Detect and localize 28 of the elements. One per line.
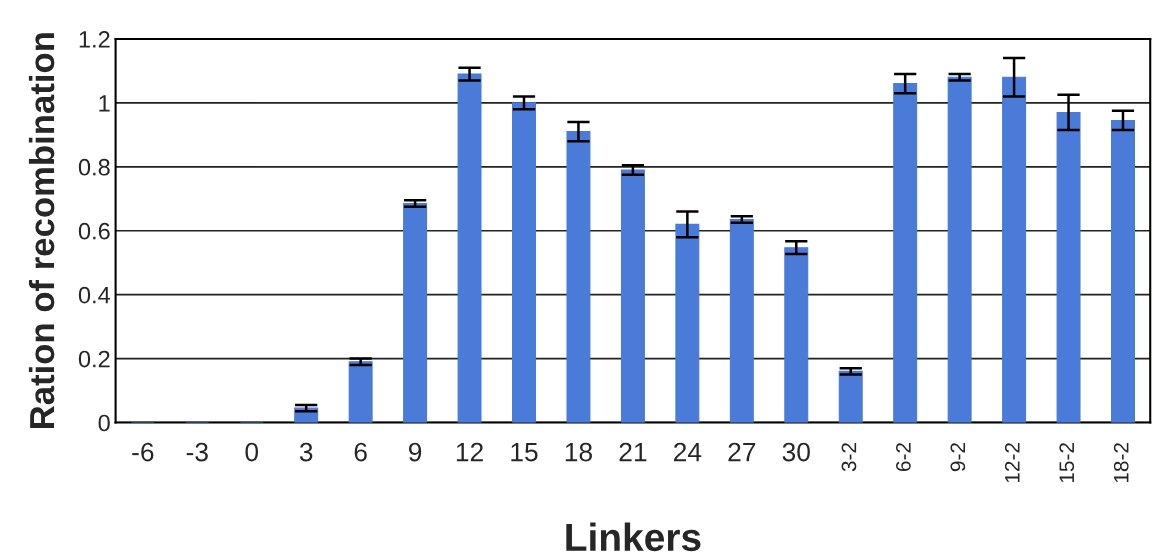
x-tick-label: 6 [354,442,367,462]
x-tick-label: -6 [132,442,154,462]
x-tick-label: 6-2 [896,443,911,472]
y-tick-label: 1 [99,95,110,112]
x-axis-title: Linkers [566,522,701,552]
x-tick-label: 3-2 [841,443,857,472]
y-tick-label: 0.6 [78,222,110,240]
x-tick-label: 15 [511,442,538,462]
x-tick-label: 9-2 [950,443,966,472]
y-tick-label: 0.4 [78,286,111,304]
y-tick-label: 0 [98,414,110,432]
x-tick-label: 15-2 [1059,443,1075,483]
y-tick-label: 0.2 [78,350,110,368]
y-axis-title: Ration of recombination [28,33,55,429]
x-tick-label: 0 [245,442,259,462]
x-tick-label: 27 [728,442,756,462]
y-tick-label: 1.2 [79,30,110,48]
x-tick-label: 18-2 [1113,443,1129,483]
x-tick-label: 18 [565,442,592,462]
x-tick-label: 12-2 [1004,443,1020,483]
x-tick-label: 30 [782,442,810,462]
y-tick-label: 0.8 [78,158,110,176]
x-tick-label: 24 [674,442,702,462]
x-tick-label: 21 [619,442,647,462]
x-tick-label: 12 [456,442,483,462]
x-tick-label: 9 [408,442,422,462]
x-tick-label: -3 [186,442,208,462]
x-tick-label: 3 [299,442,313,462]
